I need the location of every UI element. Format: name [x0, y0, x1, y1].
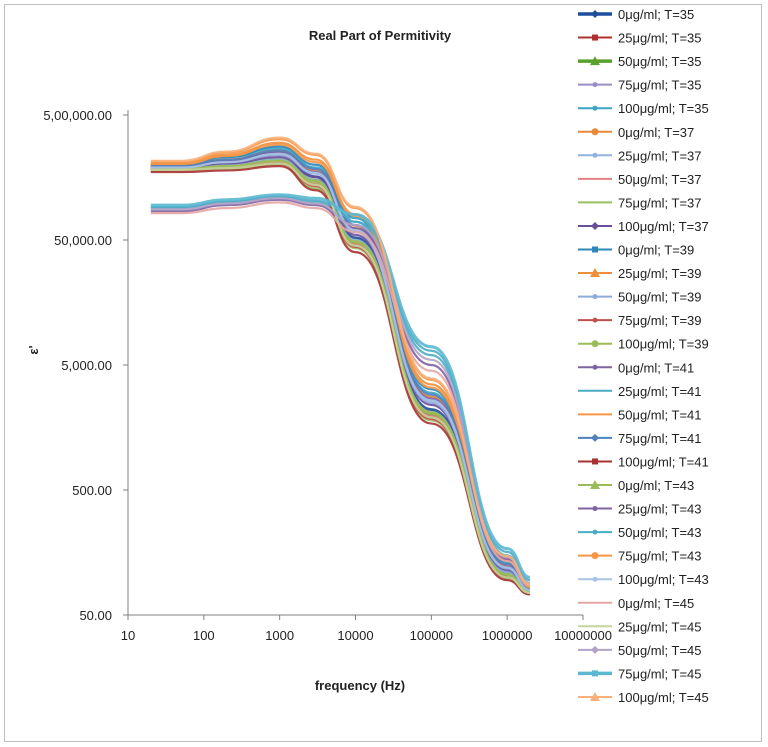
legend-label: 100μg/ml; T=43	[618, 572, 709, 587]
y-tick-label: 5,000.00	[61, 358, 112, 373]
series-line	[150, 196, 531, 585]
legend-label: 50μg/ml; T=35	[618, 54, 702, 69]
x-tick-label: 100	[193, 628, 215, 643]
x-tick-label: 10	[121, 628, 135, 643]
legend-label: 0μg/ml; T=43	[618, 478, 694, 493]
legend-marker	[592, 294, 598, 300]
legend-label: 25μg/ml; T=41	[618, 384, 702, 399]
legend-marker	[592, 458, 598, 465]
y-tick-label: 500.00	[72, 483, 112, 498]
legend-label: 100μg/ml; T=45	[618, 690, 709, 705]
legend-label: 0μg/ml; T=37	[618, 125, 694, 140]
legend-label: 25μg/ml; T=35	[618, 31, 702, 46]
axes: 10 100 1000 10000 100000 1000000 10000000 50.00…	[43, 108, 612, 643]
x-tick-label: 1000	[265, 628, 294, 643]
legend-label: 75μg/ml; T=35	[618, 78, 702, 93]
legend-label: 0μg/ml; T=45	[618, 596, 694, 611]
legend-marker	[591, 10, 599, 18]
legend-marker	[592, 34, 598, 41]
legend-label: 100μg/ml; T=39	[618, 337, 709, 352]
legend-marker	[592, 506, 598, 512]
legend-label: 75μg/ml; T=37	[618, 195, 702, 210]
legend-marker	[592, 670, 598, 677]
legend-label: 0μg/ml; T=39	[618, 243, 694, 258]
legend-marker	[592, 364, 598, 370]
legend: 0μg/ml; T=35 25μg/ml; T=35 50μg/ml; T=35 75…	[578, 7, 709, 705]
legend-label: 100μg/ml; T=35	[618, 101, 709, 116]
legend-marker	[592, 246, 598, 253]
legend-marker	[592, 576, 598, 582]
legend-marker	[591, 552, 599, 560]
y-tick-label: 50.00	[79, 608, 112, 623]
legend-marker	[592, 152, 598, 158]
legend-label: 25μg/ml; T=39	[618, 266, 702, 281]
legend-marker	[591, 128, 599, 136]
legend-label: 0μg/ml; T=35	[618, 7, 694, 22]
legend-label: 50μg/ml; T=37	[618, 172, 702, 187]
legend-label: 75μg/ml; T=43	[618, 549, 702, 564]
chart-frame	[4, 4, 762, 742]
legend-marker	[591, 221, 599, 230]
legend-label: 25μg/ml; T=37	[618, 148, 702, 163]
legend-marker	[590, 480, 600, 489]
series-line	[150, 195, 531, 582]
legend-label: 0μg/ml; T=41	[618, 360, 694, 375]
y-tick-label: 50,000.00	[54, 233, 112, 248]
chart-title: Real Part of Permitivity	[309, 28, 452, 43]
x-tick-label: 10000000	[554, 628, 612, 643]
series-line	[150, 136, 531, 586]
series-line	[150, 162, 531, 595]
legend-marker	[592, 105, 598, 111]
legend-marker	[592, 529, 598, 535]
y-axis-label: ε'	[26, 345, 41, 354]
series-line	[150, 152, 531, 592]
x-tick-label: 10000	[337, 628, 373, 643]
legend-marker	[590, 56, 600, 66]
legend-label: 50μg/ml; T=45	[618, 643, 702, 658]
legend-label: 100μg/ml; T=41	[618, 454, 709, 469]
legend-label: 25μg/ml; T=45	[618, 619, 702, 634]
legend-marker	[590, 268, 600, 278]
x-tick-label: 1000000	[482, 628, 533, 643]
series-line	[150, 193, 531, 579]
series-line	[150, 197, 531, 585]
x-axis-label: frequency (Hz)	[315, 678, 405, 693]
legend-label: 50μg/ml; T=41	[618, 407, 702, 422]
legend-label: 75μg/ml; T=39	[618, 313, 702, 328]
legend-label: 25μg/ml; T=43	[618, 502, 702, 517]
legend-label: 75μg/ml; T=45	[618, 666, 702, 681]
legend-marker	[591, 645, 599, 654]
legend-marker	[591, 433, 599, 442]
series-line	[150, 201, 531, 587]
x-tick-label: 100000	[410, 628, 453, 643]
legend-label: 50μg/ml; T=39	[618, 290, 702, 305]
plot-area	[150, 136, 531, 596]
legend-marker	[592, 317, 598, 323]
y-tick-label: 5,00,000.00	[43, 108, 112, 123]
legend-label: 75μg/ml; T=41	[618, 431, 702, 446]
legend-marker	[592, 82, 598, 88]
legend-marker	[590, 691, 600, 701]
legend-label: 100μg/ml; T=37	[618, 219, 709, 234]
series-line	[150, 198, 531, 586]
legend-label: 50μg/ml; T=43	[618, 525, 702, 540]
legend-marker	[591, 340, 599, 348]
